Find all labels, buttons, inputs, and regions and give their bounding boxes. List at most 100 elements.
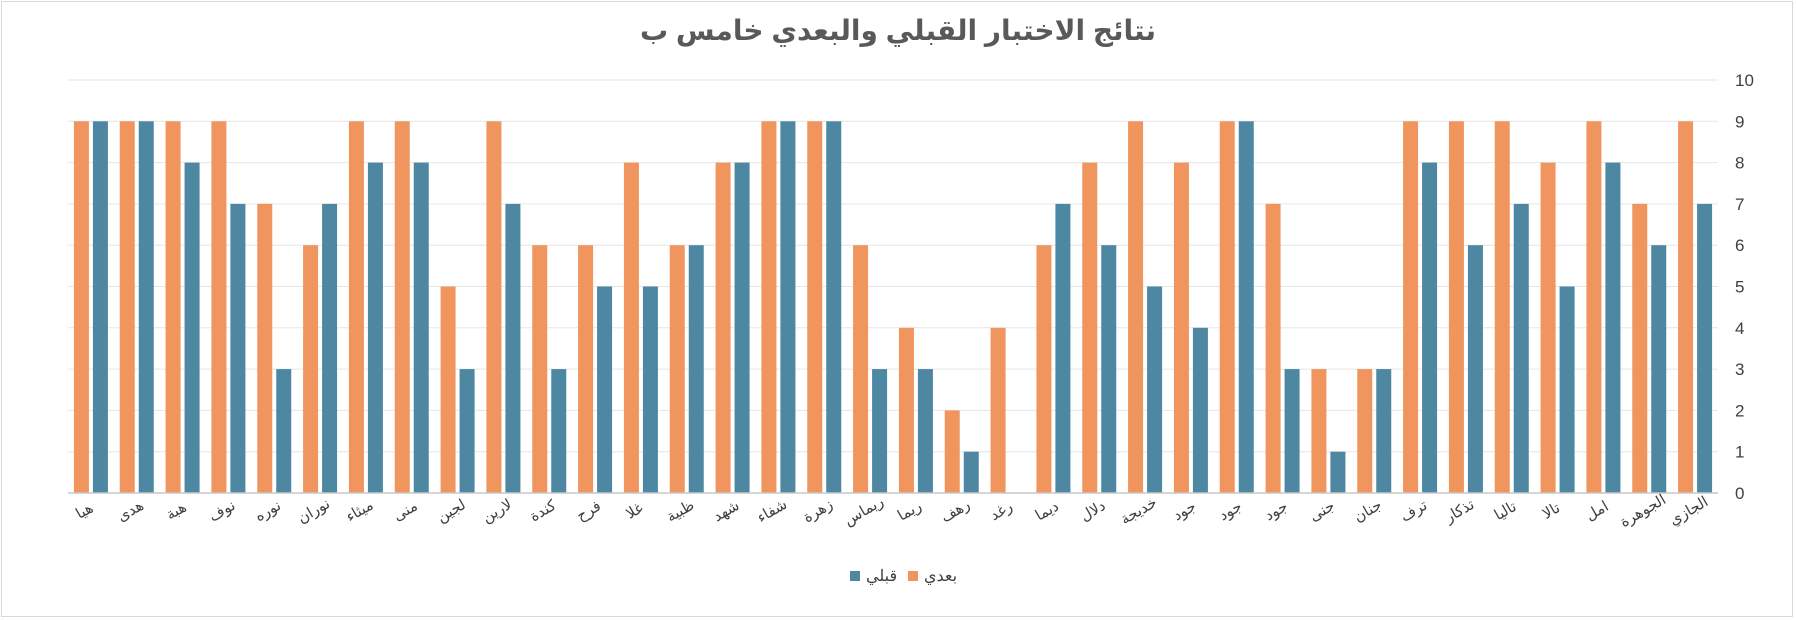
x-tick-label: فرح: [574, 497, 604, 524]
bar-post: [1678, 121, 1694, 494]
bar-post: [1128, 121, 1144, 494]
x-tick-label: جنان: [1351, 496, 1385, 525]
x-tick-label: نوف: [206, 497, 238, 525]
bar-pre: [276, 369, 292, 493]
x-tick-label: رهف: [938, 496, 973, 526]
x-tick-label: ظبية: [664, 496, 698, 525]
y-tick-label: 9: [1735, 112, 1744, 131]
x-tick-label: الجازي: [1666, 493, 1711, 529]
bar-post: [73, 121, 89, 494]
bar-pre: [734, 162, 750, 493]
x-tick-label: هيا: [73, 499, 96, 522]
bar-post: [1357, 369, 1373, 493]
bar-pre: [184, 162, 200, 493]
bar-post: [1632, 203, 1648, 493]
bar-post: [669, 245, 685, 493]
bar-pre: [826, 121, 842, 494]
bar-pre: [688, 245, 704, 493]
bar-post: [623, 162, 639, 493]
x-tick-label: غلا: [623, 499, 646, 522]
bar-pre: [1559, 286, 1575, 493]
bar-post: [303, 245, 319, 493]
bar-pre: [1605, 162, 1621, 493]
bar-post: [1448, 121, 1464, 494]
bar-pre: [1101, 245, 1117, 493]
y-tick-label: 0: [1735, 484, 1744, 503]
bar-pre: [597, 286, 613, 493]
bar-post: [165, 121, 181, 494]
x-tick-label: لارين: [479, 496, 515, 526]
x-tick-label: منى: [390, 497, 420, 524]
legend: بعدي قبلي: [850, 568, 957, 585]
bar-post: [761, 121, 777, 494]
x-tick-label: لجين: [434, 496, 469, 526]
x-tick-label: هبة: [163, 499, 189, 524]
x-tick-label: ديما: [1032, 498, 1061, 525]
bar-post: [394, 121, 410, 494]
x-tick-label: جنى: [1307, 497, 1338, 525]
x-tick-label: هدى: [114, 497, 146, 526]
gridlines: [68, 79, 1718, 453]
bar-pre: [1376, 369, 1392, 493]
bar-post: [211, 121, 227, 494]
bar-pre: [1651, 245, 1667, 493]
bar-pre: [1147, 286, 1163, 493]
x-tick-label: جود: [1262, 498, 1291, 525]
bar-pre: [505, 203, 521, 493]
bar-pre: [367, 162, 383, 493]
bar-post: [1403, 121, 1419, 494]
x-tick-label: ترف: [1397, 497, 1430, 526]
bar-post: [348, 121, 364, 494]
x-tick-label: تذكار: [1441, 496, 1477, 527]
bar-post: [440, 286, 456, 493]
y-tick-label: 3: [1735, 360, 1744, 379]
chart-title: نتائج الاختبار القبلي والبعدي خامس ب: [640, 15, 1156, 46]
bar-pre: [917, 369, 933, 493]
y-tick-label: 4: [1735, 319, 1744, 338]
x-axis-labels: هيا هدى هبة نوف نوره نوران ميثاء منى لجين لارين كن…: [73, 491, 1711, 531]
bar-post: [532, 245, 548, 493]
x-tick-label: شهد: [710, 497, 742, 525]
x-tick-label: كندة: [527, 496, 560, 525]
x-tick-label: امل: [1583, 498, 1612, 525]
legend-label: قبلي: [866, 568, 897, 585]
x-tick-label: تاليا: [1492, 498, 1520, 524]
y-tick-label: 2: [1735, 401, 1744, 420]
bar-pre: [963, 451, 979, 493]
y-tick-label: 6: [1735, 236, 1744, 255]
bar-post: [807, 121, 823, 494]
bar-pre: [551, 369, 567, 493]
bar-pre: [780, 121, 796, 494]
bar-post: [944, 410, 960, 493]
x-tick-label: ميثاء: [343, 497, 376, 526]
bar-pre: [642, 286, 658, 493]
x-tick-label: جود: [1216, 498, 1245, 525]
x-tick-label: ريماس: [841, 493, 887, 529]
bar-pre: [1055, 203, 1071, 493]
bar-post: [990, 327, 1006, 493]
bar-pre: [1697, 203, 1713, 493]
bar-pre: [1422, 162, 1438, 493]
bar-pre: [92, 121, 108, 494]
bar-post: [1311, 369, 1327, 493]
y-tick-label: 10: [1735, 71, 1754, 90]
x-tick-label: خديجة: [1118, 494, 1160, 528]
bar-post: [1036, 245, 1052, 493]
bar-pre: [1467, 245, 1483, 493]
bar-post: [1265, 203, 1281, 493]
bar-pre: [1284, 369, 1300, 493]
bar-post: [578, 245, 594, 493]
bar-pre: [872, 369, 888, 493]
x-tick-label: زهرة: [800, 496, 836, 526]
bar-post: [1219, 121, 1235, 494]
bar-post: [257, 203, 273, 493]
bar-pre: [1192, 327, 1208, 493]
bar-pre: [230, 203, 246, 493]
x-tick-label: نوره: [252, 497, 284, 525]
bar-pre: [1330, 451, 1346, 493]
y-axis-ticks: 0 1 2 3 4 5 6 7 8 9 10: [1735, 71, 1754, 503]
bar-post: [119, 121, 135, 494]
bars: [73, 121, 1713, 494]
